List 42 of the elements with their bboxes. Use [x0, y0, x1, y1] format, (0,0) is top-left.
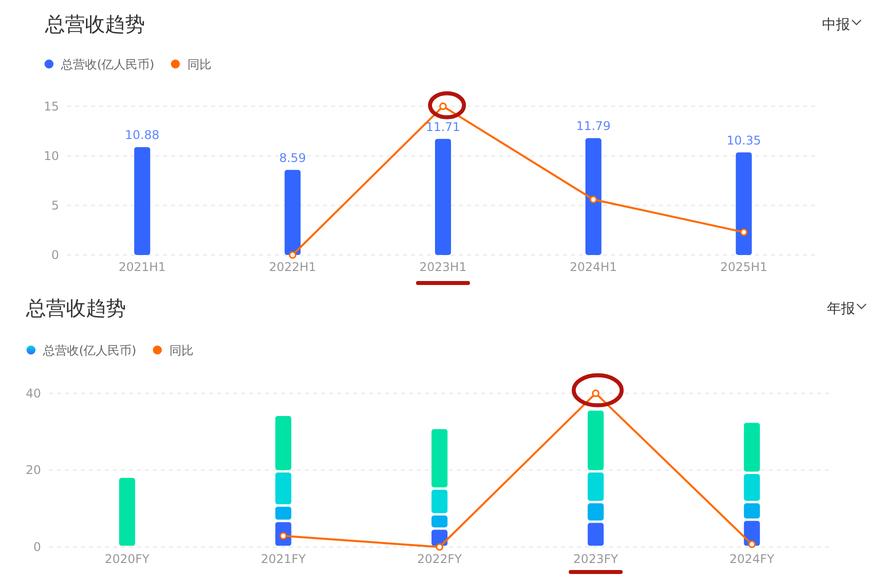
x-tick-label: 2021FY [260, 552, 306, 566]
data-label: 11.79 [576, 119, 611, 134]
y-tick-label: 5 [51, 198, 59, 212]
legend-label: 同比 [187, 58, 212, 72]
legend-label: 同比 [169, 344, 194, 358]
point [439, 102, 447, 110]
x-tick-label: 2024FY [730, 552, 775, 566]
point [590, 196, 598, 204]
point [740, 228, 748, 236]
text: 中报 [822, 17, 850, 33]
point [748, 540, 756, 548]
legend-label: 总营收(亿人民币) [42, 344, 136, 358]
legend-label: 总营收(亿人民币) [60, 58, 154, 72]
point [592, 390, 600, 398]
y-tick-label: 0 [51, 248, 59, 262]
x-tick-label: 2023H1 [419, 260, 467, 274]
bar [585, 138, 602, 255]
y-tick-label: 20 [26, 463, 41, 478]
y-tick-label: 15 [44, 99, 59, 114]
data-label: 10.88 [125, 128, 160, 142]
x-tick-label: 2020FY [104, 552, 150, 566]
bar [284, 170, 301, 255]
x-tick-label: 2024H1 [570, 260, 617, 274]
chart-title: 总营收趋势 [25, 296, 126, 320]
data-label: 8.59 [279, 150, 306, 165]
bar [435, 138, 451, 255]
text: 年报 [827, 301, 855, 317]
y-tick-label: 10 [44, 148, 59, 163]
point [288, 251, 296, 259]
bar [736, 152, 752, 255]
x-tick-label: 2022FY [417, 552, 463, 566]
data-label: 11.71 [426, 120, 460, 134]
x-tick-label: 2022H1 [269, 260, 316, 274]
y-tick-label: 0 [33, 540, 41, 554]
x-tick-label: 2023FY [573, 552, 619, 566]
chart-title: 总营收趋势 [44, 12, 145, 36]
point [436, 543, 444, 551]
x-tick-label: 2025H1 [720, 260, 768, 274]
data-label: 10.35 [726, 133, 761, 148]
y-tick-label: 40 [26, 386, 41, 400]
x-tick-label: 2021H1 [118, 260, 166, 274]
bar [134, 147, 150, 255]
